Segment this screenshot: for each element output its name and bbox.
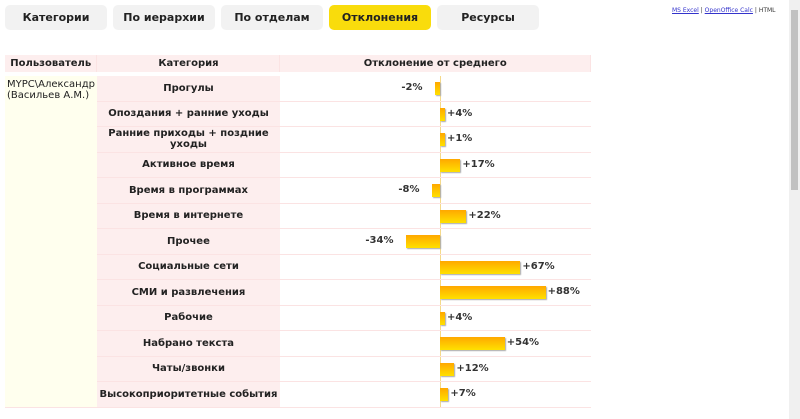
table-row: Ранние приходы + поздние уходы +1%: [5, 126, 591, 153]
deviation-bar: [439, 311, 445, 325]
deviation-label: +4%: [446, 311, 473, 323]
category-cell: Набрано текста: [96, 330, 280, 357]
user-name: MYPC\Александр (Васильев А.М.): [5, 76, 97, 408]
tab-4[interactable]: Ресурсы: [437, 5, 539, 30]
deviation-bar: [431, 184, 440, 197]
deviation-bar: [439, 388, 449, 401]
deviation-bar: [439, 337, 505, 350]
header-category: Категория: [96, 55, 281, 72]
header-deviation: Отклонение от среднего: [279, 55, 591, 72]
deviation-cell: -34%: [279, 228, 591, 255]
deviation-label: +67%: [522, 260, 555, 272]
table-row: Высокоприоритетные события +7%: [5, 381, 591, 408]
deviation-cell: +1%: [279, 126, 591, 153]
deviation-label: +1%: [446, 133, 473, 144]
table-row: СМИ и развлечения +88%: [5, 279, 591, 306]
deviation-cell: +4%: [279, 101, 591, 127]
category-cell: Время в программах: [96, 177, 280, 204]
category-cell: Рабочие: [96, 305, 280, 331]
tab-2[interactable]: По отделам: [221, 5, 323, 30]
tab-1[interactable]: По иерархии: [113, 5, 215, 30]
deviation-bar: [434, 82, 440, 95]
category-cell: Опоздания + ранние уходы: [96, 101, 280, 127]
deviation-bar: [439, 107, 445, 121]
export-html-label: HTML: [758, 7, 776, 14]
tab-3[interactable]: Отклонения: [329, 5, 431, 30]
report-tabs: Категории По иерархии По отделам Отклонения…: [5, 5, 539, 30]
zero-axis: [439, 229, 441, 254]
deviation-bar: [439, 260, 521, 274]
deviation-cell: +22%: [279, 203, 591, 229]
table-row: Время в программах -8%: [5, 177, 591, 204]
deviation-cell: +7%: [279, 381, 591, 408]
export-links: MS Excel | OpenOffice Calc | HTML: [672, 7, 776, 14]
export-excel-link[interactable]: MS Excel: [672, 7, 699, 14]
separator: |: [754, 7, 757, 14]
deviation-bar: [439, 286, 546, 299]
deviation-label: +7%: [450, 388, 476, 399]
deviation-label: +22%: [468, 209, 501, 221]
category-cell: Прочее: [96, 228, 280, 255]
deviation-label: +4%: [446, 107, 473, 119]
export-calc-link[interactable]: OpenOffice Calc: [704, 7, 753, 14]
category-cell: Время в интернете: [96, 203, 280, 229]
deviation-label: -8%: [398, 184, 420, 195]
deviation-cell: +12%: [279, 356, 591, 382]
deviation-bar: [439, 362, 455, 376]
table-row: Набрано текста +54%: [5, 330, 591, 357]
table-row: Рабочие +4%: [5, 305, 591, 331]
deviation-label: +54%: [506, 337, 540, 348]
vertical-scrollbar[interactable]: [789, 0, 800, 419]
header-user: Пользователь: [5, 55, 98, 72]
category-cell: Высокоприоритетные события: [96, 381, 280, 408]
zero-axis: [439, 178, 441, 203]
deviation-cell: -2%: [279, 76, 591, 102]
tab-0[interactable]: Категории: [5, 5, 107, 30]
category-cell: Социальные сети: [96, 254, 280, 280]
deviation-cell: +88%: [279, 279, 591, 306]
table-row: Чаты/звонки +12%: [5, 356, 591, 382]
deviation-label: -34%: [365, 235, 394, 246]
table-row: Время в интернете +22%: [5, 203, 591, 229]
table-row: Прочее -34%: [5, 228, 591, 255]
deviation-label: +17%: [462, 158, 495, 170]
deviation-label: +12%: [456, 362, 489, 374]
deviation-bar: [439, 158, 461, 172]
table-row: MYPC\Александр (Васильев А.М.) Прогулы -2%: [5, 76, 591, 408]
deviation-table: Пользователь Категория Отклонение от сре…: [5, 55, 591, 408]
table-row: Опоздания + ранние уходы +4%: [5, 101, 591, 127]
table-row: Социальные сети +67%: [5, 254, 591, 280]
category-cell: Ранние приходы + поздние уходы: [96, 126, 280, 153]
deviation-cell: +67%: [279, 254, 591, 280]
deviation-cell: +17%: [279, 152, 591, 178]
category-cell: Чаты/звонки: [96, 356, 280, 382]
deviation-bar: [405, 235, 440, 248]
category-cell: Активное время: [96, 152, 280, 178]
deviation-cell: +4%: [279, 305, 591, 331]
scrollbar-thumb[interactable]: [791, 10, 798, 190]
deviation-label: -2%: [401, 82, 423, 93]
deviation-cell: +54%: [279, 330, 591, 357]
deviation-cell: -8%: [279, 177, 591, 204]
table-row: Активное время +17%: [5, 152, 591, 178]
deviation-label: +88%: [547, 286, 580, 297]
deviation-bar: [439, 209, 467, 223]
separator: |: [700, 7, 703, 14]
zero-axis: [439, 76, 441, 101]
category-cell: СМИ и развлечения: [96, 279, 280, 306]
category-cell: Прогулы: [96, 76, 280, 102]
deviation-bar: [439, 133, 445, 146]
